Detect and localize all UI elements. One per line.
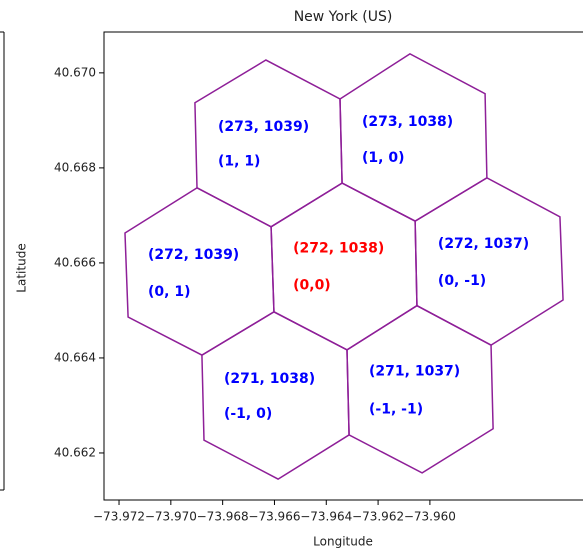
y-tick-label: 40.670 <box>54 65 96 79</box>
plot-frame <box>103 31 583 501</box>
annotation: (273, 1038) <box>362 114 453 130</box>
x-tick-label: −73.966 <box>248 510 300 524</box>
annotation: (1, 1) <box>218 154 260 170</box>
x-tick-label: −73.972 <box>93 510 145 524</box>
y-tick-label: 40.668 <box>54 160 96 174</box>
x-axis-label: Longitude <box>313 535 373 549</box>
annotation: (272, 1037) <box>438 236 529 252</box>
y-tick-label: 40.666 <box>54 255 96 269</box>
annotation: (0,0) <box>293 278 331 294</box>
annotation: (0, -1) <box>438 273 486 289</box>
x-tick-label: −73.968 <box>197 510 249 524</box>
y-tick-label: 40.664 <box>54 350 96 364</box>
annotation: (272, 1038) <box>293 241 384 257</box>
annotation: (272, 1039) <box>148 247 239 263</box>
hexagon <box>346 304 494 474</box>
x-tick-label: −73.960 <box>404 510 456 524</box>
annotation: (271, 1037) <box>369 364 460 380</box>
annotation: (-1, -1) <box>369 402 423 418</box>
chart-title: New York (US) <box>294 9 393 25</box>
x-tick-label: −73.964 <box>300 510 352 524</box>
annotation: (1, 0) <box>362 150 404 166</box>
y-tick-label: 40.662 <box>54 445 96 459</box>
x-tick-label: −73.970 <box>145 510 197 524</box>
annotation: (0, 1) <box>148 284 190 300</box>
annotation: (-1, 0) <box>224 406 272 422</box>
annotation: (273, 1039) <box>218 119 309 135</box>
annotation: (271, 1038) <box>224 371 315 387</box>
x-tick-label: −73.962 <box>352 510 404 524</box>
y-axis-label: Latitude <box>15 243 29 292</box>
